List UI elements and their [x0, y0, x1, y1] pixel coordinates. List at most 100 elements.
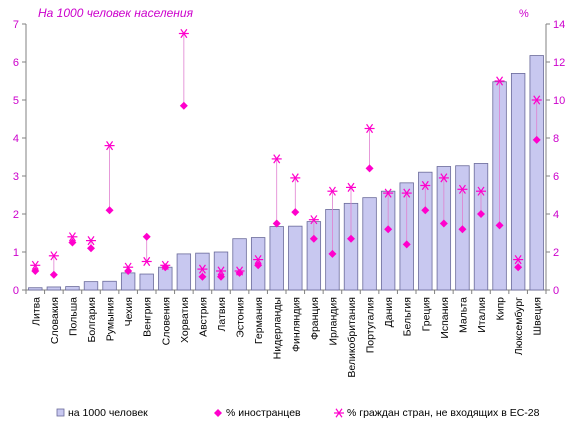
- category-label: Хорватия: [179, 297, 191, 343]
- category-label: Мальта: [457, 297, 469, 333]
- diamond-marker: [235, 268, 244, 277]
- category-label: Болгария: [86, 297, 98, 342]
- category-label: Греция: [420, 297, 432, 331]
- left-tick-label: 4: [13, 133, 19, 145]
- right-tick-label: 12: [553, 57, 565, 69]
- bar-series: [28, 55, 544, 291]
- asterisk-marker: [197, 264, 208, 274]
- category-label: Франция: [309, 297, 321, 340]
- diamond-marker: [532, 135, 541, 144]
- asterisk-marker: [327, 186, 338, 196]
- asterisk-marker: [253, 255, 264, 265]
- diamond-marker: [477, 210, 485, 218]
- category-label: Эстония: [235, 297, 247, 338]
- asterisk-marker: [513, 255, 524, 265]
- asterisk-marker: [531, 95, 542, 105]
- asterisk-marker: [141, 256, 152, 267]
- right-tick-label: 8: [553, 133, 559, 145]
- asterisk-marker: [104, 141, 115, 151]
- legend-label-asterisk: % граждан стран, не входящих в ЕС-28: [347, 407, 540, 419]
- bar: [362, 197, 377, 291]
- diamond-marker: [495, 221, 504, 230]
- category-label: Германия: [253, 297, 265, 344]
- right-tick-label: 6: [553, 171, 559, 183]
- bar: [529, 55, 544, 291]
- diamond-marker: [31, 267, 40, 275]
- diamond-marker: [514, 263, 523, 272]
- right-tick-label: 0: [553, 285, 559, 297]
- category-label: Великобритания: [346, 297, 358, 378]
- category-label: Словения: [160, 297, 172, 345]
- legend-diamond-swatch: [214, 409, 222, 417]
- legend-bar-swatch: [56, 408, 65, 417]
- diamond-marker: [68, 238, 77, 247]
- category-label: Швеция: [532, 297, 544, 336]
- asterisk-marker: [86, 236, 96, 246]
- bar: [232, 238, 247, 291]
- right-tick-label: 4: [553, 209, 559, 221]
- diamond-marker: [49, 270, 58, 279]
- connector-lines: [34, 33, 538, 277]
- asterisk-marker: [67, 232, 78, 242]
- bar: [473, 163, 489, 291]
- category-label: Румыния: [105, 297, 117, 341]
- diamond-marker: [179, 101, 188, 110]
- asterisk-marker: [383, 188, 394, 198]
- left-tick-label: 5: [13, 95, 19, 107]
- asterisk-marker: [290, 173, 301, 183]
- diamond-marker: [105, 206, 114, 215]
- diamond-marker: [384, 225, 393, 234]
- category-labels: Литва Словакия Польша Болгария Румыния Чехия В…: [30, 297, 543, 378]
- category-label: Дания: [383, 297, 395, 327]
- category-label: Португалия: [365, 297, 377, 353]
- right-tick-label: 2: [553, 247, 559, 259]
- left-tick-label: 0: [13, 285, 19, 297]
- asterisk-marker: [178, 28, 189, 39]
- asterisk-marker: [476, 186, 486, 196]
- asterisk-marker: [420, 180, 431, 191]
- asterisk-marker: [364, 123, 375, 134]
- diamond-marker: [142, 232, 151, 241]
- bar: [102, 280, 117, 291]
- legend-label-diamond: % иностранцев: [226, 407, 301, 419]
- diamond-marker: [347, 234, 355, 243]
- diamond-marker: [291, 208, 300, 217]
- category-label: Латвия: [216, 297, 228, 331]
- bar: [139, 273, 154, 291]
- asterisk-marker: [216, 266, 226, 276]
- diamond-marker: [458, 225, 467, 234]
- legend-label-bar: на 1000 человек: [68, 407, 148, 419]
- left-tick-label: 1: [13, 247, 19, 259]
- diamond-marker: [198, 272, 207, 281]
- asterisk-marker: [271, 154, 282, 164]
- asterisk-marker: [30, 260, 41, 270]
- asterisk-marker: [346, 182, 356, 192]
- right-axis-unit: %: [519, 8, 529, 20]
- right-tick-label: 10: [553, 95, 565, 107]
- bar: [176, 253, 192, 291]
- asterisk-marker: [457, 184, 468, 194]
- category-label: Польша: [67, 297, 79, 336]
- left-tick-label: 7: [13, 19, 19, 31]
- bar: [269, 226, 284, 291]
- category-label: Литва: [30, 297, 42, 326]
- legend-asterisk-swatch: [334, 408, 344, 418]
- category-label: Нидерланды: [272, 297, 284, 359]
- bar: [436, 166, 452, 291]
- category-label: Финляндия: [290, 297, 302, 352]
- diamond-marker: [87, 244, 95, 253]
- diamond-marker: [439, 219, 448, 228]
- diamond-marker: [254, 261, 263, 270]
- asterisk-marker: [438, 173, 449, 183]
- chart-subtitle: На 1000 человек населения: [38, 6, 194, 20]
- diamond-marker: [421, 206, 430, 215]
- legend: на 1000 человек % иностранцев % граждан ст…: [56, 407, 540, 419]
- asterisk-marker: [308, 215, 319, 225]
- diamond-marker: [124, 267, 133, 275]
- right-tick-label: 14: [553, 19, 565, 31]
- category-label: Словакия: [49, 297, 61, 344]
- category-label: Чехия: [123, 297, 135, 326]
- category-label: Люксембург: [513, 297, 525, 355]
- bar: [120, 272, 136, 291]
